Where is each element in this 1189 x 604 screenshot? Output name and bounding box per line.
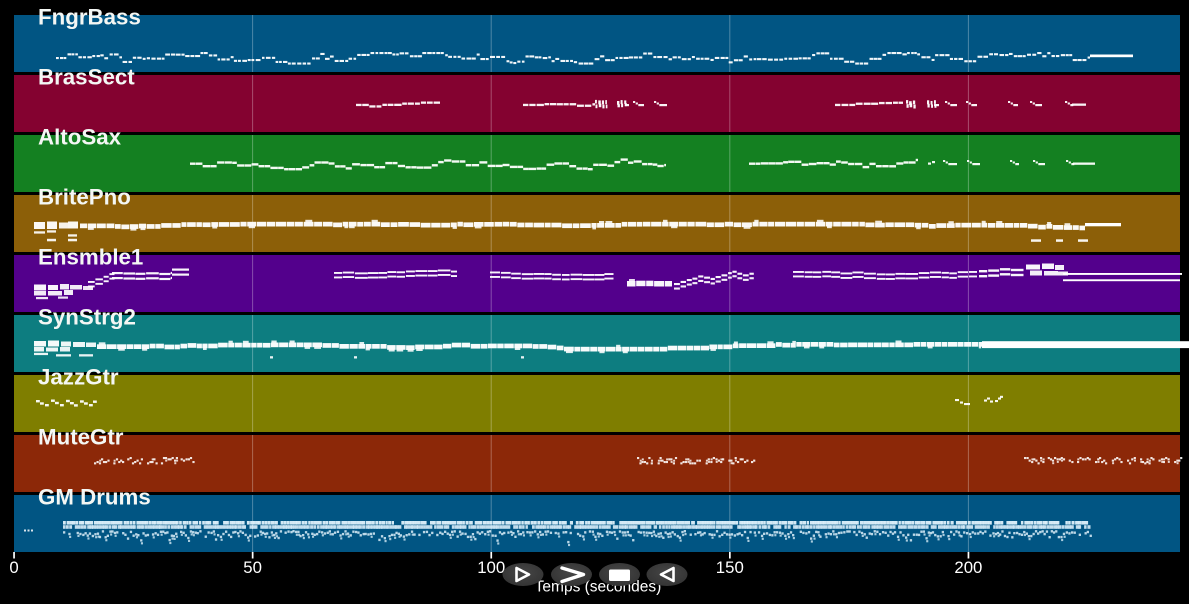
svg-text:Temps (secondes): Temps (secondes) <box>535 579 662 596</box>
svg-text:MuteGtr: MuteGtr <box>38 424 124 449</box>
svg-text:Ensmble1: Ensmble1 <box>38 244 143 269</box>
svg-text:FngrBass: FngrBass <box>38 4 141 29</box>
svg-text:0: 0 <box>9 558 18 577</box>
svg-text:GM Drums: GM Drums <box>38 484 151 509</box>
svg-text:50: 50 <box>243 558 262 577</box>
svg-text:AltoSax: AltoSax <box>38 124 122 149</box>
svg-text:BritePno: BritePno <box>38 184 131 209</box>
svg-text:SynStrg2: SynStrg2 <box>38 304 136 329</box>
svg-text:100: 100 <box>477 558 505 577</box>
svg-text:JazzGtr: JazzGtr <box>38 364 119 389</box>
svg-text:BrasSect: BrasSect <box>38 64 135 89</box>
svg-text:150: 150 <box>716 558 744 577</box>
svg-text:200: 200 <box>954 558 982 577</box>
